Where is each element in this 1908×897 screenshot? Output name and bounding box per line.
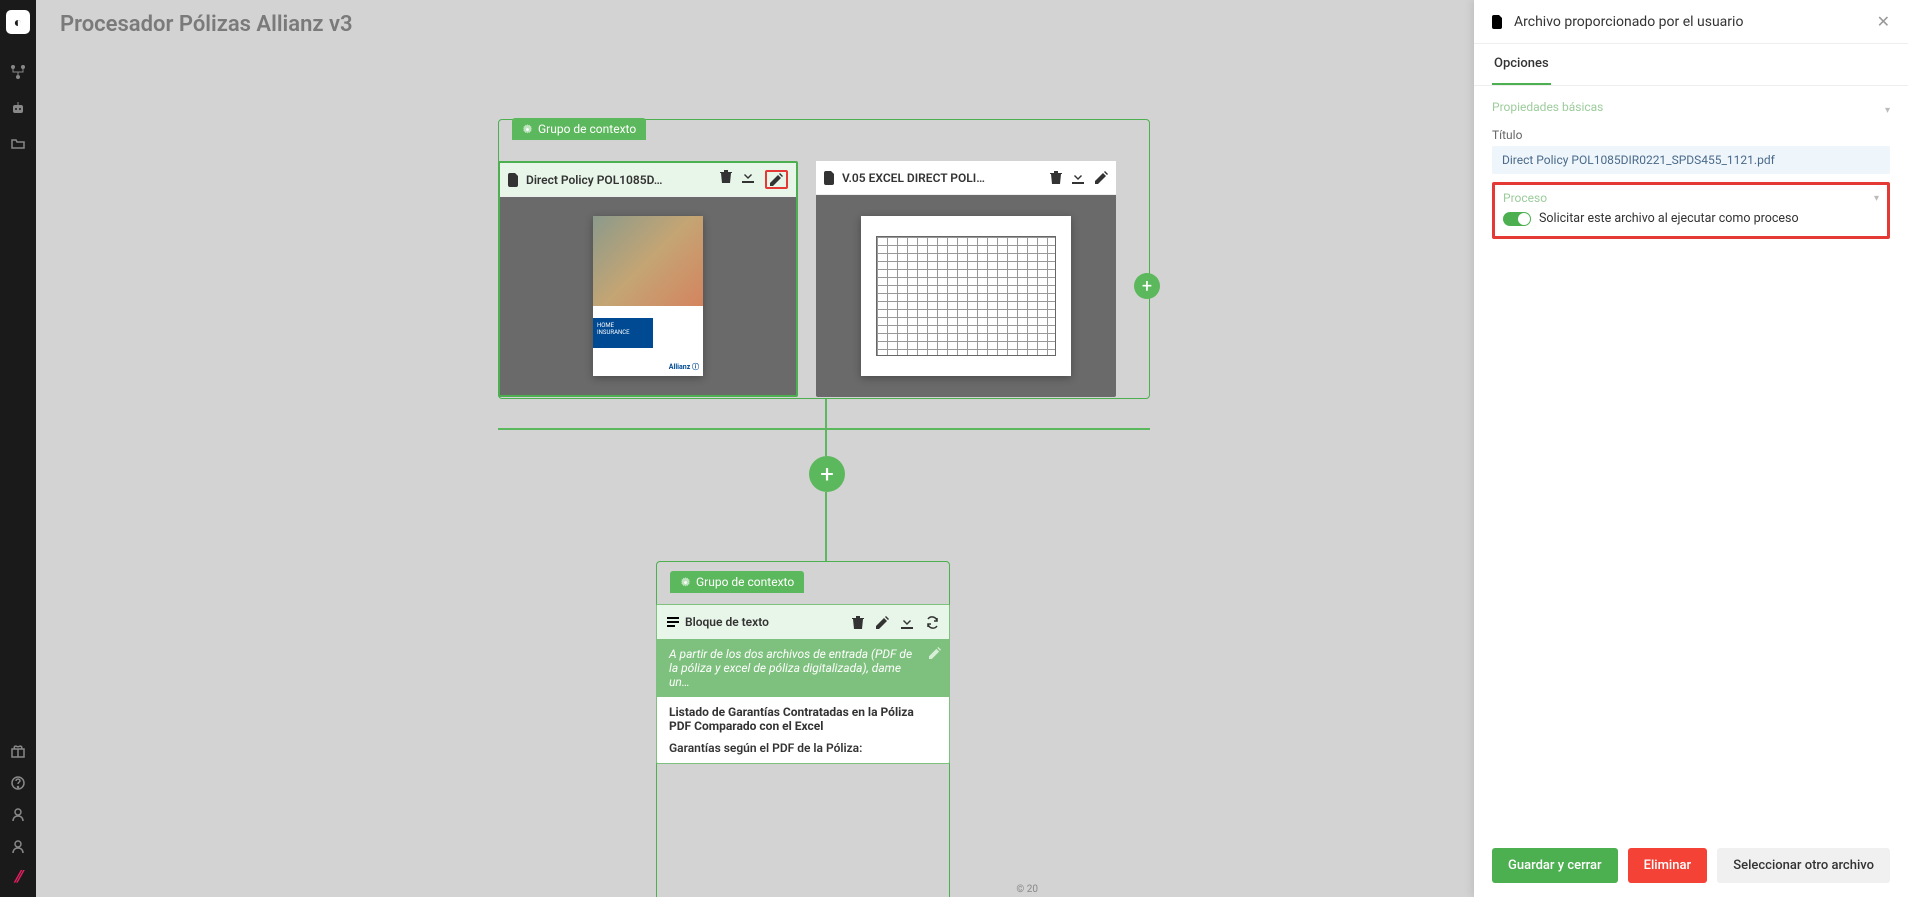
file-card-1[interactable]: Direct Policy POL1085D… <box>498 161 798 397</box>
text-block-prompt[interactable]: A partir de los dos archivos de entrada … <box>657 639 949 697</box>
panel-header: Archivo proporcionado por el usuario ✕ <box>1474 0 1908 44</box>
file-card-1-header: Direct Policy POL1085D… <box>500 163 796 197</box>
download-icon[interactable] <box>1072 171 1085 184</box>
file-icon <box>1492 15 1504 29</box>
edit-icon[interactable] <box>1095 171 1108 184</box>
properties-panel: Archivo proporcionado por el usuario ✕ O… <box>1474 0 1908 897</box>
select-file-button[interactable]: Seleccionar otro archivo <box>1717 848 1890 883</box>
text-block-output: Listado de Garantías Contratadas en la P… <box>657 697 949 763</box>
toggle-label: Solicitar este archivo al ejecutar como … <box>1539 211 1799 226</box>
field-title-label: Título <box>1492 128 1890 142</box>
output-subtitle: Garantías según el PDF de la Póliza: <box>669 741 937 755</box>
section-process-label: Proceso <box>1503 191 1547 205</box>
flow-icon[interactable] <box>10 64 26 80</box>
user-icon-2[interactable] <box>10 839 26 855</box>
app-logo[interactable]: ◐ <box>6 10 30 34</box>
context-group-1-label: Grupo de contexto <box>538 122 636 136</box>
file-icon <box>508 173 520 187</box>
close-icon[interactable]: ✕ <box>1877 12 1890 31</box>
chevron-down-icon[interactable]: ▾ <box>1874 193 1879 204</box>
help-icon[interactable] <box>10 775 26 791</box>
canvas[interactable]: Grupo de contexto Direct Policy POL1085D… <box>36 48 1474 897</box>
pencil-icon[interactable] <box>929 647 941 659</box>
file-card-1-title: Direct Policy POL1085D… <box>526 173 720 187</box>
panel-body: Propiedades básicas ▾ Título Direct Poli… <box>1474 86 1908 834</box>
section-basic-label: Propiedades básicas <box>1492 100 1603 114</box>
panel-tabs: Opciones <box>1474 44 1908 86</box>
add-button-center[interactable]: + <box>809 456 845 492</box>
panel-footer: Guardar y cerrar Eliminar Seleccionar ot… <box>1474 834 1908 897</box>
footer-copyright: © 20 <box>1016 884 1038 895</box>
request-file-toggle[interactable] <box>1503 212 1531 226</box>
delete-button[interactable]: Eliminar <box>1628 848 1707 883</box>
preview-brand: Allianz ⓘ <box>669 362 699 372</box>
file-card-2-header: V.05 EXCEL DIRECT POLI… <box>816 161 1116 195</box>
download-icon[interactable] <box>901 616 914 629</box>
edit-icon[interactable] <box>876 616 889 629</box>
lines-icon <box>667 617 679 627</box>
refresh-icon[interactable] <box>926 616 939 629</box>
connector-line <box>825 492 827 561</box>
text-block-title: Bloque de texto <box>685 615 852 629</box>
field-title-input[interactable]: Direct Policy POL1085DIR0221_SPDS455_112… <box>1492 146 1890 174</box>
process-section-highlighted: Proceso ▾ Solicitar este archivo al ejec… <box>1492 182 1890 239</box>
file-icon <box>824 171 836 185</box>
page-title: Procesador Pólizas Allianz v3 <box>60 12 353 37</box>
text-block[interactable]: Bloque de texto A partir de los dos arch… <box>656 604 950 764</box>
save-button[interactable]: Guardar y cerrar <box>1492 848 1618 883</box>
context-group-2-label: Grupo de contexto <box>696 575 794 589</box>
preview-home-label: HOME <box>597 322 649 329</box>
connector-line <box>498 428 1150 430</box>
delete-icon[interactable] <box>720 170 732 189</box>
gear-icon <box>680 577 691 588</box>
download-icon[interactable] <box>742 170 755 189</box>
panel-title: Archivo proporcionado por el usuario <box>1514 14 1877 30</box>
delete-icon[interactable] <box>852 616 864 629</box>
file-card-1-preview: HOME INSURANCE Allianz ⓘ <box>500 197 796 395</box>
add-button-group1[interactable]: + <box>1134 273 1160 299</box>
file-card-2[interactable]: V.05 EXCEL DIRECT POLI… <box>816 161 1116 397</box>
sidebar-left: ◐ ⫽ <box>0 0 36 897</box>
edit-icon[interactable] <box>765 170 788 189</box>
tab-options[interactable]: Opciones <box>1492 44 1551 85</box>
folder-icon[interactable] <box>10 136 26 152</box>
user-icon[interactable] <box>10 807 26 823</box>
chevron-down-icon[interactable]: ▾ <box>1885 105 1890 116</box>
text-block-header: Bloque de texto <box>657 605 949 639</box>
context-group-2-tab[interactable]: Grupo de contexto <box>670 571 804 593</box>
robot-icon[interactable] <box>10 100 26 116</box>
brand-mark: ⫽ <box>14 867 21 887</box>
gift-icon[interactable] <box>10 743 26 759</box>
preview-insurance-label: INSURANCE <box>597 329 649 336</box>
gear-icon <box>522 124 533 135</box>
file-card-2-preview <box>816 195 1116 397</box>
context-group-1-tab[interactable]: Grupo de contexto <box>512 118 646 140</box>
file-card-2-title: V.05 EXCEL DIRECT POLI… <box>842 171 1050 185</box>
delete-icon[interactable] <box>1050 171 1062 184</box>
output-title: Listado de Garantías Contratadas en la P… <box>669 705 937 733</box>
prompt-text: A partir de los dos archivos de entrada … <box>669 647 912 689</box>
